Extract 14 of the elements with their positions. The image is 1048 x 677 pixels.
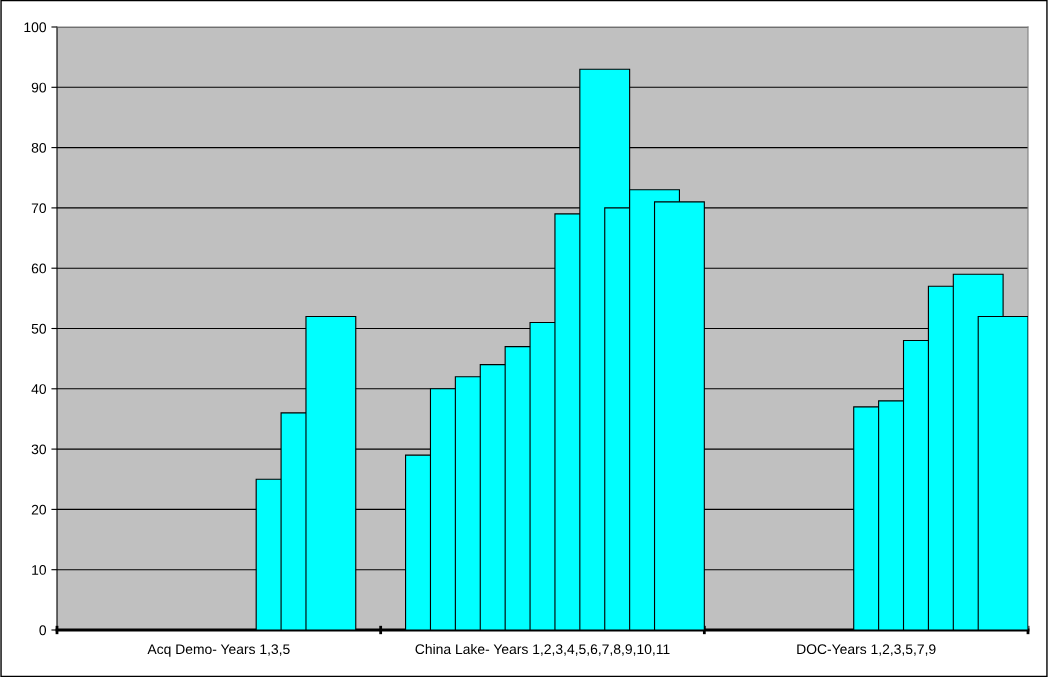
x-tick-label: Acq Demo- Years 1,3,5 (147, 644, 290, 657)
y-tick-label: 70 (31, 203, 47, 214)
y-tick-label: 80 (31, 142, 47, 153)
y-tick-label: 30 (31, 444, 47, 455)
y-tick-label: 40 (31, 384, 47, 394)
y-tick-label: 100 (24, 22, 47, 33)
y-tick-label: 0 (39, 625, 47, 636)
y-tick-label: 50 (31, 323, 47, 334)
x-tick-label: China Lake- Years 1,2,3,4,5,6,7,8,9,10,11 (415, 643, 670, 656)
y-tick-label: 20 (31, 504, 47, 515)
x-tick-label: DOC-Years 1,2,3,5,7,9 (797, 644, 936, 656)
y-tick-label: 60 (31, 263, 47, 274)
y-tick-label: 10 (32, 565, 47, 575)
y-tick-label: 90 (31, 82, 47, 93)
